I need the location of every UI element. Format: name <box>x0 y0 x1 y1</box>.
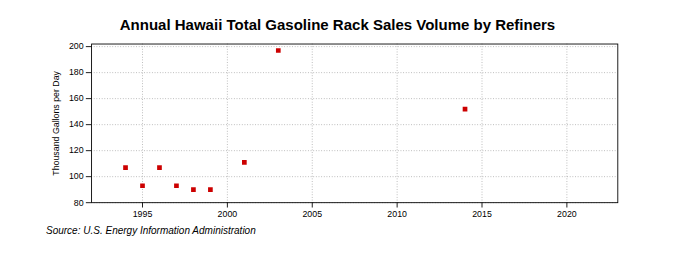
svg-text:2015: 2015 <box>472 209 492 219</box>
svg-text:1995: 1995 <box>133 209 153 219</box>
svg-text:140: 140 <box>69 119 84 129</box>
svg-text:2000: 2000 <box>218 209 238 219</box>
svg-text:180: 180 <box>69 67 84 77</box>
svg-text:Thousand Gallons per Day: Thousand Gallons per Day <box>51 70 61 175</box>
svg-text:120: 120 <box>69 145 84 155</box>
svg-text:80: 80 <box>74 197 84 207</box>
html-text:Source: U.S. Energy Informatio: Source: U.S. Energy Information Administ… <box>46 225 256 237</box>
html-text:Annual Hawaii Total Gasoline R: Annual Hawaii Total Gasoline Rack Sales … <box>119 16 556 33</box>
svg-text:2010: 2010 <box>387 209 407 219</box>
svg-text:2005: 2005 <box>302 209 322 219</box>
svg-text:100: 100 <box>69 171 84 181</box>
svg-text:160: 160 <box>69 93 84 103</box>
svg-text:2020: 2020 <box>557 209 577 219</box>
svg-text:200: 200 <box>69 41 84 51</box>
